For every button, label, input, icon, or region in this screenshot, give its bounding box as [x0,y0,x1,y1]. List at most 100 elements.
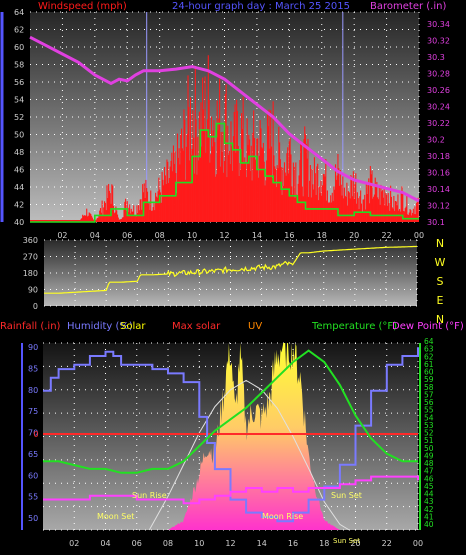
panel3-x-tick: 10 [194,539,204,548]
panel1-y-left-tick: 46 [14,166,24,175]
panel1-x-axis: 02 04 06 08 10 12 14 16 18 20 22 00 [57,231,424,240]
panel3-y-right-axis: 6463626160595857565554535251504948474645… [419,337,434,530]
panel1-y-left-tick: 62 [14,26,24,35]
panel1-x-tick: 02 [57,231,67,240]
panel3-y-right-tick: 55 [424,406,434,415]
panel1-y-right-tick: 30.28 [427,70,450,79]
panel3-y-right-tick: 47 [424,467,434,476]
panel3-y-left-tick: 55 [28,493,38,502]
panel1-y-left-tick: 56 [14,78,24,87]
panel1-y-right-tick: 30.32 [427,37,450,46]
panel1-y-right-tick: 30.34 [427,20,450,29]
panel1-y-left-tick: 40 [14,218,24,227]
panel1-x-tick: 18 [317,231,327,240]
compass-label: E [437,294,444,307]
panel1-y-left-tick: 48 [14,148,24,157]
panel1-y-left-tick: 44 [14,183,24,192]
panel1-y-right-tick: 30.18 [427,152,450,161]
panel3-y-right-tick: 63 [424,345,434,354]
panel3-x-tick: 00 [413,539,423,548]
sun-set-2-annotation: Sun Set [333,537,360,545]
panel1-y-left-axis: 40 42 44 46 48 50 52 54 56 58 60 62 64 [14,8,24,227]
panel2-y-tick: 90 [28,286,38,295]
gust-line [30,122,419,223]
panel3-y-left-tick: 75 [28,407,38,416]
panel1-x-tick: 10 [187,231,197,240]
humidity-line [43,347,419,523]
panel3-y-right-tick: 49 [424,451,434,460]
panel1-y-left-tick: 42 [14,201,24,210]
compass-label: N [436,237,444,250]
temperature-label: Temperature (°F) [311,321,397,332]
panel3-x-tick: 08 [163,539,173,548]
temperature-line [43,349,418,474]
panel3-y-right-tick: 60 [424,368,434,377]
panel3-y-right-tick: 50 [424,444,434,453]
panel1-y-right-tick: 30.16 [427,169,450,178]
panel1-y-right-axis: 30.34 30.32 30.3 30.28 30.26 30.24 30.22 30.2 30… [427,20,450,227]
panel3-x-tick: 04 [100,539,110,548]
panel2-y-tick: 360 [23,236,38,245]
dewpoint-line [43,475,419,505]
panel3-y-right-tick: 62 [424,352,434,361]
panel3-y-left-tick: 70 [28,429,38,438]
moon-set-annotation: Moon Set [97,512,134,521]
panel3-y-right-tick: 58 [424,383,434,392]
panel1-y-right-tick: 30.24 [427,103,450,112]
panel3-x-tick: 22 [382,539,392,548]
panel3-x-tick: 14 [257,539,267,548]
panel3-y-right-tick: 59 [424,375,434,384]
panel1-y-right-tick: 30.26 [427,86,450,95]
panel3-annotations: Sun Rise Sun Set Moon Set Moon Rise Sun Set [97,491,362,545]
panel1-x-tick: 22 [381,231,391,240]
panel1-y-right-tick: 30.14 [427,185,450,194]
panel3-x-tick: 16 [288,539,298,548]
panel3-y-right-tick: 53 [424,421,434,430]
panel1-x-tick: 06 [122,231,132,240]
panel2-y-tick: 270 [23,253,38,262]
panel3-x-tick: 12 [225,539,235,548]
compass-label: N [436,313,444,326]
panel1-y-right-tick: 30.1 [427,218,445,227]
panel3-x-axis: 02 04 06 08 10 12 14 16 18 20 22 00 [69,539,423,548]
panel3-y-left-axis: 90 85 80 75 70 65 60 55 50 0 [21,343,39,530]
panel1-x-tick: 08 [155,231,165,240]
panel3-y-left-tick: 65 [28,450,38,459]
rainfall-label: Rainfall (.in) [0,321,61,332]
sun-set-annotation: Sun Set [331,491,362,500]
panel1-x-tick: 00 [414,231,424,240]
panel3-y-right-tick: 45 [424,482,434,491]
panel1-y-left-tick: 64 [14,8,24,17]
solar-label: Solar [120,321,146,332]
panel3-x-tick: 20 [350,539,360,548]
panel1-y-right-tick: 30.22 [427,119,450,128]
panel1-title: 24-hour graph day : March 25 2015 [172,1,350,12]
panel2-grid [44,239,418,307]
panel3-y-right-tick: 48 [424,459,434,468]
panel1-y-left-tick: 52 [14,113,24,122]
panel2-y-tick: 180 [23,269,38,278]
rain-zero-tick: 0 [33,430,38,439]
panel3-y-left-tick: 85 [28,364,38,373]
panel3-y-left-tick: 80 [28,386,38,395]
panel3-y-left-tick: 50 [28,514,38,523]
panel3-y-right-tick: 41 [424,512,434,521]
panel1-x-tick: 04 [90,231,100,240]
compass-label: W [435,256,446,269]
panel1-x-tick: 14 [252,231,262,240]
panel3-y-right-tick: 46 [424,474,434,483]
panel3-y-right-tick: 54 [424,413,434,422]
panel2-y-tick: 0 [33,302,38,311]
panel2-y-axis: 360 270 180 90 0 [23,236,38,311]
panel3-y-left-tick: 90 [28,343,38,352]
panel3-y-right-tick: 64 [424,337,434,346]
max-solar-label: Max solar [172,321,221,332]
panel3-series [43,343,419,531]
panel1-series [29,35,420,223]
dewpoint-label: Dew Point (°F) [392,321,464,332]
panel3-x-tick: 18 [319,539,329,548]
compass-label: S [437,275,444,288]
panel1-x-tick: 12 [219,231,229,240]
panel1-y-right-tick: 30.2 [427,136,445,145]
